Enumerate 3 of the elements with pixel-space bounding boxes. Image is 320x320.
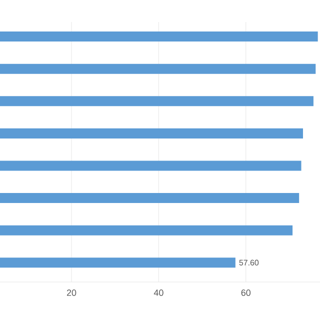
x-tick-label: 20 (66, 290, 76, 296)
x-tick-label: 60 (241, 290, 251, 296)
x-tick-label: 40 (154, 290, 164, 296)
